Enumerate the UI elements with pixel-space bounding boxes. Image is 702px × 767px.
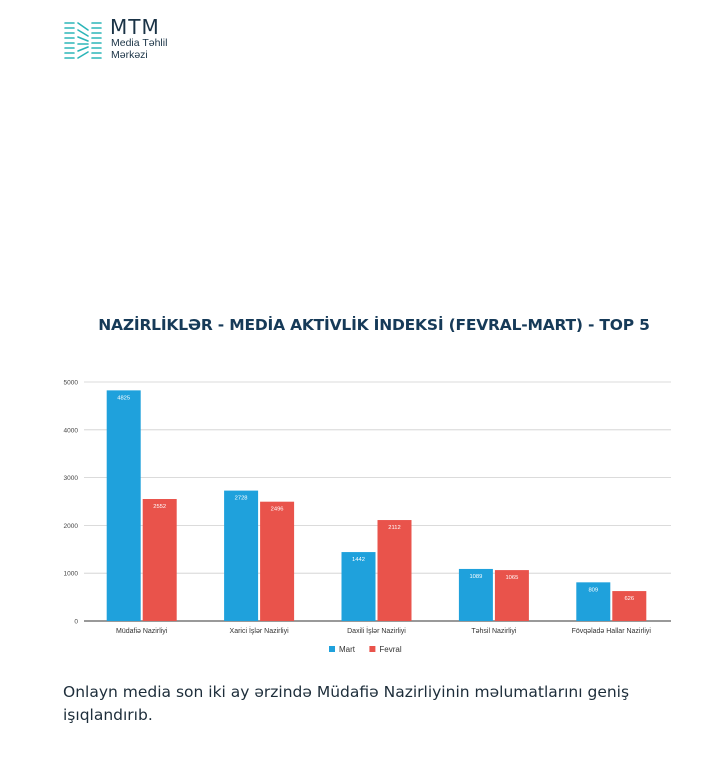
bar-value-label: 1089 [469, 574, 482, 580]
logo-title: MTM [110, 15, 160, 39]
logo: MTM Media Təhlil Mərkəzi [62, 15, 192, 64]
bar-chart: 0 1000 2000 3000 4000 5000 4825 2552 Müdafiə Naz… [64, 380, 671, 654]
bar-mart [341, 552, 376, 621]
x-tick-label: Daxili İşlər Nazirliyi [347, 626, 406, 635]
bar-fevral [494, 570, 529, 621]
y-tick-label: 0 [74, 619, 78, 626]
logo-subtitle-line1: Media Təhlil [111, 37, 168, 49]
logo-subtitle: Media Təhlil Mərkəzi [111, 37, 168, 61]
bar-value-label: 2496 [271, 507, 284, 513]
chart-title: NAZİRLİKLƏR - MEDİA AKTİVLİK İNDEKSİ (FE… [98, 316, 650, 334]
legend-swatch-fevral [369, 646, 376, 652]
x-tick-label: Təhsil Nazirliyi [471, 628, 517, 635]
bar-value-label: 1442 [352, 557, 365, 563]
bar-value-label: 809 [588, 587, 598, 593]
bar-mart [576, 582, 611, 621]
bar-mart [106, 390, 141, 621]
legend-label-mart: Mart [339, 645, 356, 654]
bar-value-label: 2112 [388, 525, 400, 531]
bar-value-label: 1065 [505, 575, 518, 581]
bar-value-label: 4825 [117, 395, 130, 401]
logo-subtitle-line2: Mərkəzi [111, 48, 148, 61]
bar-value-label: 2552 [153, 504, 166, 510]
bar-value-label: 2728 [235, 496, 248, 502]
y-tick-label: 3000 [64, 475, 79, 482]
y-tick-label: 1000 [64, 571, 79, 578]
bar-mart [458, 568, 493, 621]
x-tick-label: Müdafiə Nazirliyi [116, 628, 168, 635]
x-tick-label: Fövqəladə Hallar Nazirliyi [572, 628, 652, 635]
y-tick-label: 5000 [64, 380, 79, 387]
logo-mark-icon [64, 22, 102, 59]
bar-fevral [377, 520, 412, 621]
bar-fevral [612, 591, 647, 621]
bar-fevral [260, 501, 295, 621]
bar-mart [224, 490, 259, 621]
x-tick-label: Xarici İşlər Nazirliyi [230, 626, 290, 635]
bar-value-label: 626 [624, 596, 634, 602]
y-tick-label: 4000 [64, 427, 79, 434]
legend-label-fevral: Fevral [379, 645, 401, 654]
legend-swatch-mart [329, 646, 335, 652]
chart-caption: Onlayn media son iki ay ərzində Müdafiə … [63, 683, 630, 724]
bar-fevral [142, 499, 177, 621]
y-tick-label: 2000 [64, 523, 79, 530]
